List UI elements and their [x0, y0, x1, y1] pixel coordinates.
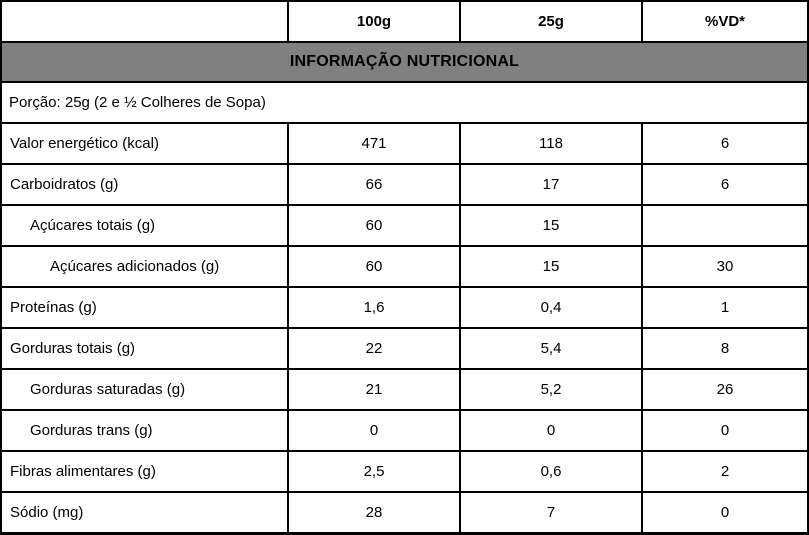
row-label-cell: Sódio (mg) [0, 491, 289, 535]
value-cell-vd: 6 [641, 163, 809, 206]
value-cell-25g: 17 [459, 163, 643, 206]
row-label-cell: Açúcares adicionados (g) [0, 245, 289, 288]
value-cell-100g: 1,6 [287, 286, 461, 329]
column-header-nutrient [0, 0, 289, 43]
row-label-cell: Gorduras saturadas (g) [0, 368, 289, 411]
table-row: Gorduras saturadas (g) 21 5,2 26 [0, 368, 809, 411]
serving-size-text: Porção: 25g (2 e ½ Colheres de Sopa) [0, 81, 809, 124]
table-header-row: 100g 25g %VD* [0, 0, 809, 43]
value-cell-25g: 5,2 [459, 368, 643, 411]
value-cell-25g: 118 [459, 122, 643, 165]
page-title: INFORMAÇÃO NUTRICIONAL [0, 41, 809, 83]
value-cell-vd [641, 204, 809, 247]
value-cell-25g: 0,6 [459, 450, 643, 493]
table-row: Valor energético (kcal) 471 118 6 [0, 122, 809, 165]
value-cell-25g: 15 [459, 245, 643, 288]
value-cell-100g: 66 [287, 163, 461, 206]
value-cell-vd: 1 [641, 286, 809, 329]
value-cell-vd: 0 [641, 491, 809, 535]
row-label-cell: Fibras alimentares (g) [0, 450, 289, 493]
value-cell-vd: 8 [641, 327, 809, 370]
table-row: Açúcares adicionados (g) 60 15 30 [0, 245, 809, 288]
column-header-100g: 100g [287, 0, 461, 43]
row-label-cell: Açúcares totais (g) [0, 204, 289, 247]
table-row: Carboidratos (g) 66 17 6 [0, 163, 809, 206]
serving-row: Porção: 25g (2 e ½ Colheres de Sopa) [0, 81, 809, 124]
value-cell-25g: 5,4 [459, 327, 643, 370]
value-cell-vd: 6 [641, 122, 809, 165]
value-cell-100g: 21 [287, 368, 461, 411]
value-cell-vd: 2 [641, 450, 809, 493]
value-cell-25g: 15 [459, 204, 643, 247]
row-label-cell: Valor energético (kcal) [0, 122, 289, 165]
value-cell-100g: 0 [287, 409, 461, 452]
column-header-vd: %VD* [641, 0, 809, 43]
table-row: Gorduras totais (g) 22 5,4 8 [0, 327, 809, 370]
row-label-cell: Proteínas (g) [0, 286, 289, 329]
table-row: Fibras alimentares (g) 2,5 0,6 2 [0, 450, 809, 493]
table-row: Açúcares totais (g) 60 15 [0, 204, 809, 247]
value-cell-vd: 0 [641, 409, 809, 452]
value-cell-25g: 0,4 [459, 286, 643, 329]
value-cell-100g: 60 [287, 245, 461, 288]
value-cell-25g: 7 [459, 491, 643, 535]
value-cell-vd: 30 [641, 245, 809, 288]
table-row: Proteínas (g) 1,6 0,4 1 [0, 286, 809, 329]
value-cell-100g: 22 [287, 327, 461, 370]
row-label-cell: Gorduras trans (g) [0, 409, 289, 452]
value-cell-25g: 0 [459, 409, 643, 452]
value-cell-vd: 26 [641, 368, 809, 411]
value-cell-100g: 60 [287, 204, 461, 247]
table-row: Gorduras trans (g) 0 0 0 [0, 409, 809, 452]
title-band: INFORMAÇÃO NUTRICIONAL [0, 41, 809, 83]
row-label-cell: Carboidratos (g) [0, 163, 289, 206]
value-cell-100g: 28 [287, 491, 461, 535]
value-cell-100g: 2,5 [287, 450, 461, 493]
value-cell-100g: 471 [287, 122, 461, 165]
column-header-25g: 25g [459, 0, 643, 43]
table-row: Sódio (mg) 28 7 0 [0, 491, 809, 535]
row-label-cell: Gorduras totais (g) [0, 327, 289, 370]
